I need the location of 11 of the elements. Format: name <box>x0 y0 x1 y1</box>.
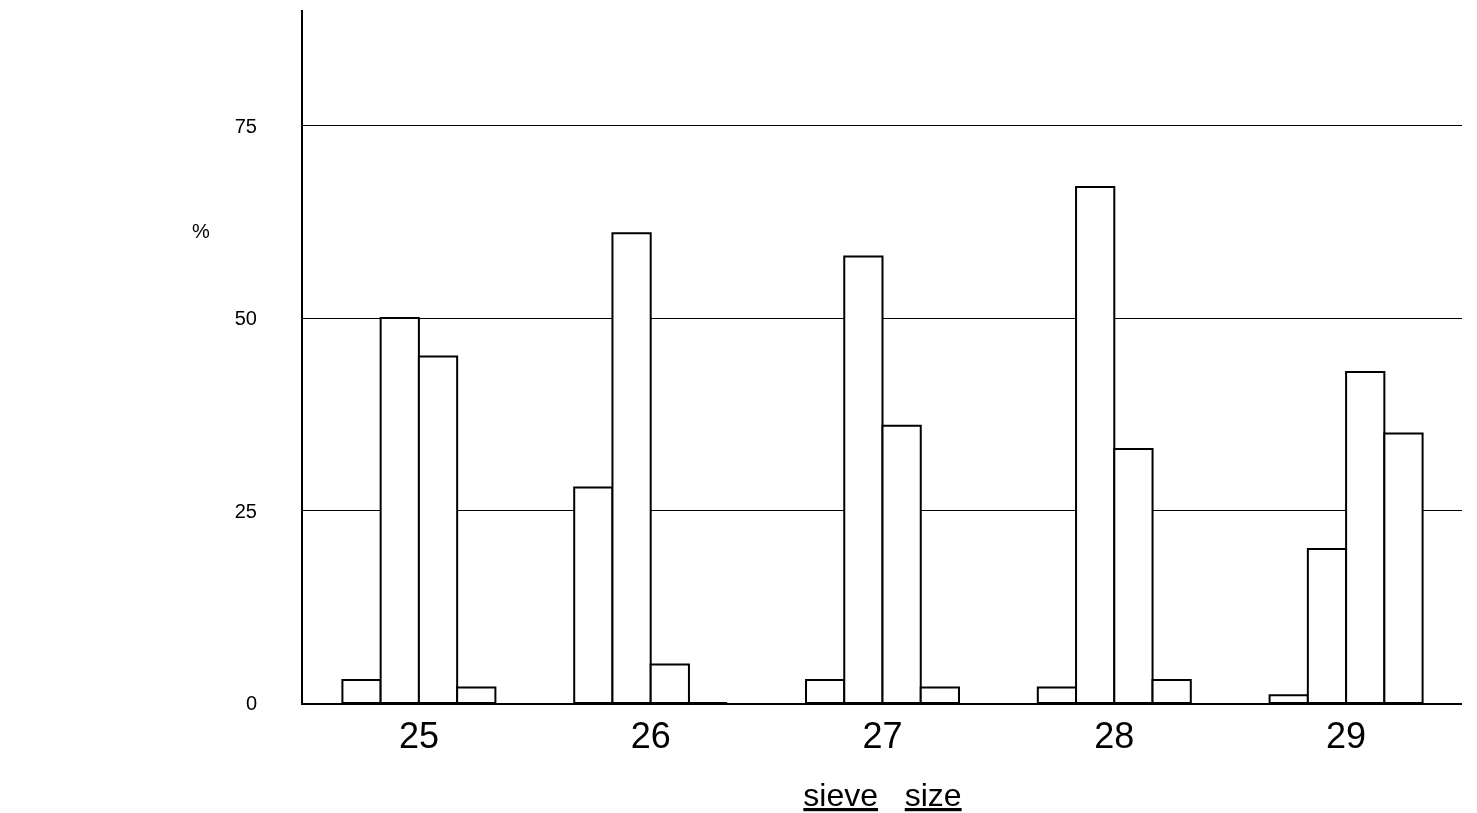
y-tick-label: 50 <box>234 307 257 329</box>
y-tick-label: 75 <box>234 114 257 137</box>
x-axis-title: sieve size <box>803 777 962 813</box>
y-tick-label: 25 <box>234 499 257 522</box>
y-axis-title: % <box>192 220 210 242</box>
y-tick-label: 0 <box>245 692 257 714</box>
x-tick-label: 27 <box>862 714 903 756</box>
x-tick-label: 25 <box>398 714 439 756</box>
x-tick-label: 29 <box>1326 714 1367 756</box>
x-tick-label: 26 <box>630 714 671 756</box>
x-tick-label: 28 <box>1094 714 1135 756</box>
